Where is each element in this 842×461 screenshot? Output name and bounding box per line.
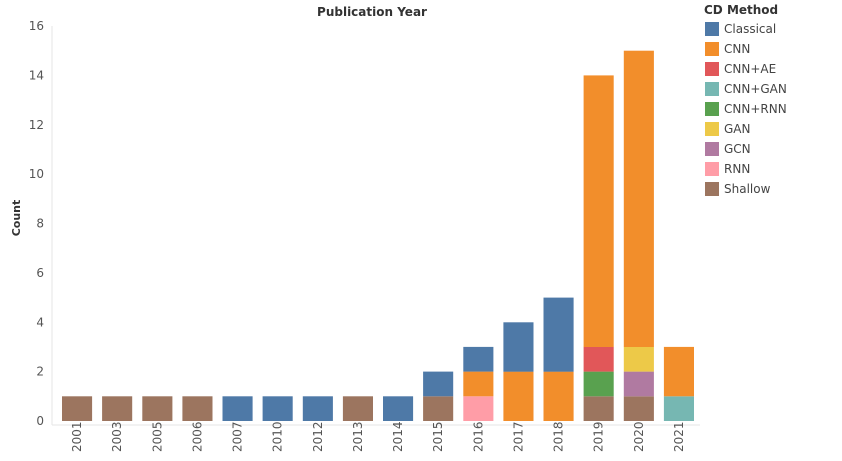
y-tick-label: 2 [36, 365, 44, 379]
bar-segment-shallow-2013[interactable] [342, 396, 373, 421]
x-tick-label: 2005 [150, 421, 164, 452]
x-tick-label: 2012 [311, 421, 325, 452]
y-tick-label: 14 [29, 68, 44, 82]
bar-segment-cnn-2021[interactable] [663, 346, 694, 397]
legend-swatch-shallow[interactable] [705, 182, 719, 196]
legend-swatch-cnn-rnn[interactable] [705, 102, 719, 116]
y-axis: 0 2 4 6 8 10 12 14 16 [29, 19, 44, 428]
y-tick-label: 16 [29, 19, 44, 33]
y-tick-label: 12 [29, 118, 44, 132]
bar-segment-shallow-2003[interactable] [102, 396, 133, 421]
bar-segment-shallow-2019[interactable] [583, 396, 614, 421]
bar-segment-classical-2014[interactable] [383, 396, 414, 421]
x-tick-label: 2013 [351, 421, 365, 452]
bar-segment-cnn-2016[interactable] [463, 371, 494, 397]
x-tick-label: 2017 [511, 421, 525, 452]
legend-swatch-cnn-gan[interactable] [705, 82, 719, 96]
x-tick-label: 2019 [592, 421, 606, 452]
legend-swatch-cnn-ae[interactable] [705, 62, 719, 76]
x-tick-label: 2006 [190, 421, 204, 452]
legend-label: CNN [724, 42, 750, 56]
legend-title: CD Method [704, 3, 778, 17]
bar-segment-classical-2017[interactable] [503, 322, 534, 372]
bar-segment-cnn-rnn-2019[interactable] [583, 371, 614, 397]
bar-segment-classical-2007[interactable] [222, 396, 253, 421]
x-tick-label: 2010 [271, 421, 285, 452]
bar-segment-shallow-2020[interactable] [623, 396, 654, 421]
bar-segment-shallow-2001[interactable] [62, 396, 93, 421]
bar-segment-shallow-2015[interactable] [423, 396, 454, 421]
legend-label: RNN [724, 162, 750, 176]
legend: CD Method Classical CNN CNN+AE CNN+GAN CNN+R… [704, 3, 787, 196]
bar-segment-gan-2020[interactable] [623, 346, 654, 372]
legend-label: CNN+RNN [724, 102, 787, 116]
x-tick-label: 2015 [431, 421, 445, 452]
legend-label: Classical [724, 22, 776, 36]
x-tick-label: 2003 [110, 421, 124, 452]
y-tick-label: 0 [36, 414, 44, 428]
bar-segment-gcn-2020[interactable] [623, 371, 654, 397]
legend-label: Shallow [724, 182, 771, 196]
bar-segment-classical-2010[interactable] [262, 396, 293, 421]
y-axis-title: Count [10, 200, 23, 237]
bar-segment-cnn-ae-2019[interactable] [583, 346, 614, 372]
bars [62, 50, 694, 421]
x-tick-label: 2001 [70, 421, 84, 452]
legend-label: GAN [724, 122, 750, 136]
bar-segment-cnn-2017[interactable] [503, 371, 534, 421]
legend-items: Classical CNN CNN+AE CNN+GAN CNN+RNN GAN GCN RN… [705, 22, 787, 196]
legend-swatch-classical[interactable] [705, 22, 719, 36]
bar-segment-shallow-2005[interactable] [142, 396, 173, 421]
bar-segment-cnn-2020[interactable] [623, 50, 654, 347]
legend-label: CNN+GAN [724, 82, 787, 96]
y-tick-label: 6 [36, 266, 44, 280]
x-tick-label: 2007 [231, 421, 245, 452]
legend-label: GCN [724, 142, 751, 156]
legend-label: CNN+AE [724, 62, 776, 76]
bar-segment-cnn-2018[interactable] [543, 371, 574, 421]
bar-segment-classical-2018[interactable] [543, 297, 574, 372]
bar-segment-rnn-2016[interactable] [463, 396, 494, 421]
bar-segment-classical-2015[interactable] [423, 371, 454, 397]
x-tick-label: 2018 [552, 421, 566, 452]
y-tick-label: 8 [36, 217, 44, 231]
legend-swatch-cnn[interactable] [705, 42, 719, 56]
legend-swatch-rnn[interactable] [705, 162, 719, 176]
x-tick-label: 2014 [391, 421, 405, 452]
bar-segment-cnn-2019[interactable] [583, 75, 614, 348]
legend-swatch-gcn[interactable] [705, 142, 719, 156]
chart-title: Publication Year [317, 5, 427, 19]
legend-swatch-gan[interactable] [705, 122, 719, 136]
x-tick-label: 2021 [672, 421, 686, 452]
bar-segment-classical-2012[interactable] [302, 396, 333, 421]
y-tick-label: 4 [36, 315, 44, 329]
bar-segment-cnn-gan-2021[interactable] [663, 396, 694, 421]
x-tick-label: 2020 [632, 421, 646, 452]
bar-segment-shallow-2006[interactable] [182, 396, 213, 421]
x-tick-label: 2016 [471, 421, 485, 452]
x-axis: 2001 2003 2005 2006 2007 2010 2012 2013 2014 2015… [70, 421, 686, 452]
bar-segment-classical-2016[interactable] [463, 346, 494, 372]
y-tick-label: 10 [29, 167, 44, 181]
